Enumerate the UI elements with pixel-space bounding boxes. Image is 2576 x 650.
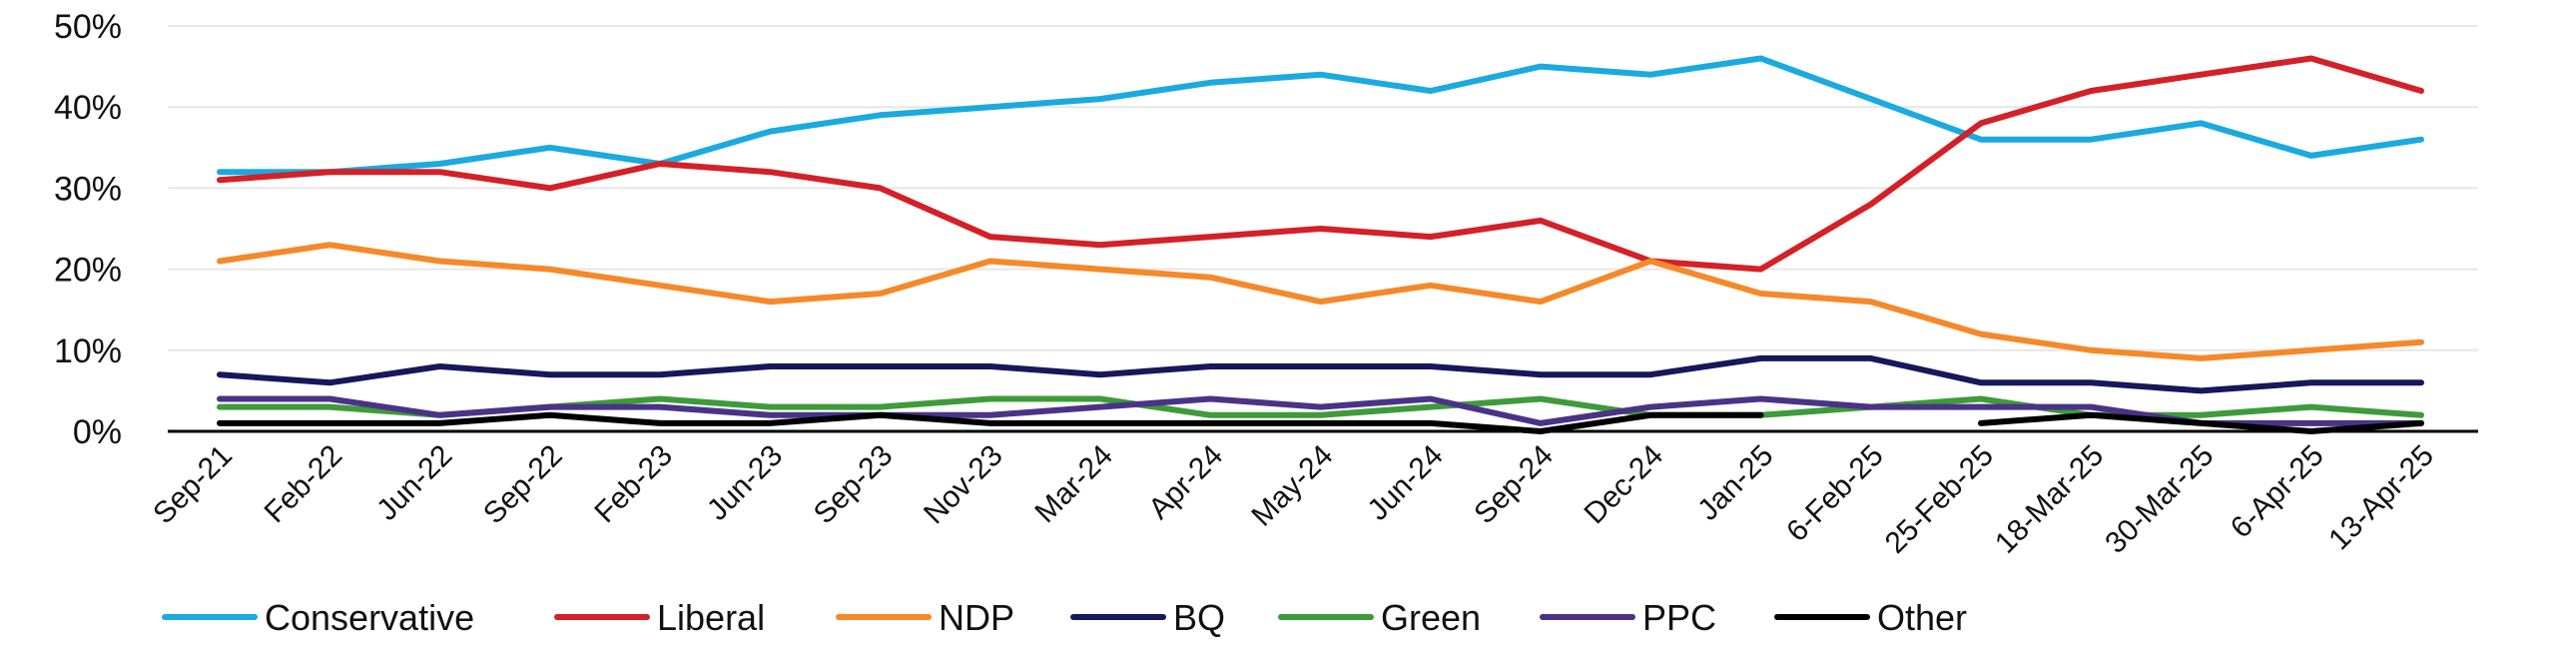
legend-item-bq: BQ [1070,597,1225,638]
legend-item-liberal: Liberal [554,597,765,638]
series-line-other [1978,411,2424,434]
y-tick-label: 20% [54,252,122,290]
y-tick-label: 0% [73,413,122,451]
y-tick-label: 10% [54,332,122,370]
x-tick-label: Jun-24 [1361,439,1449,527]
series-line-bq [217,354,2424,394]
x-tick-label: 18-Mar-25 [1989,439,2110,560]
legend-label: Other [1877,597,1967,638]
y-tick-label: 50% [54,8,122,46]
legend-label: Green [1381,597,1481,638]
legend-item-green: Green [1278,597,1481,638]
y-tick-label: 30% [54,170,122,208]
x-tick-label: 6-Feb-25 [1780,439,1889,548]
x-tick-label: Dec-24 [1578,439,1669,531]
x-tick-label: Jan-25 [1691,439,1779,527]
x-tick-label: 25-Feb-25 [1879,439,2000,560]
series-line-ndp [217,242,2424,361]
x-tick-label: Feb-22 [259,439,349,530]
x-tick-label: Jun-22 [370,439,458,527]
legend-label: NDP [939,597,1014,638]
legend: Conservative Liberal NDP BQ Green PPC Other [162,597,1967,638]
legend-item-ppc: PPC [1540,597,1716,638]
x-tick-label: Apr-24 [1142,439,1229,526]
series-lines [168,55,2478,434]
x-tick-label: Sep-22 [477,439,569,531]
legend-label: BQ [1173,597,1225,638]
x-tick-label: 13-Apr-25 [2322,439,2440,557]
legend-item-ndp: NDP [836,597,1014,638]
y-axis: 0% 10% 20% 30% 40% 50% [54,8,122,451]
x-tick-label: Sep-23 [808,439,900,531]
x-tick-label: Sep-21 [147,439,239,531]
x-tick-label: Nov-23 [918,439,1009,531]
legend-label: Conservative [265,597,474,638]
series-line-conservative [217,55,2424,176]
x-axis: Sep-21 Feb-22 Jun-22 Sep-22 Feb-23 Jun-23 Sep-… [147,439,2440,560]
series-line-ppc [217,395,2424,426]
x-tick-label: Jun-23 [701,439,789,527]
series-line-other [217,411,1764,434]
legend-label: Liberal [657,597,765,638]
y-tick-label: 40% [54,89,122,127]
x-tick-label: May-24 [1245,439,1339,533]
x-tick-label: Mar-24 [1028,439,1119,530]
x-tick-label: Feb-23 [588,439,679,530]
x-tick-label: 6-Apr-25 [2225,439,2330,545]
legend-item-conservative: Conservative [162,597,474,638]
legend-label: PPC [1642,597,1716,638]
series-line-liberal [217,55,2424,273]
x-tick-label: Sep-24 [1468,439,1560,531]
legend-item-other: Other [1774,597,1967,638]
x-tick-label: 30-Mar-25 [2099,439,2220,560]
